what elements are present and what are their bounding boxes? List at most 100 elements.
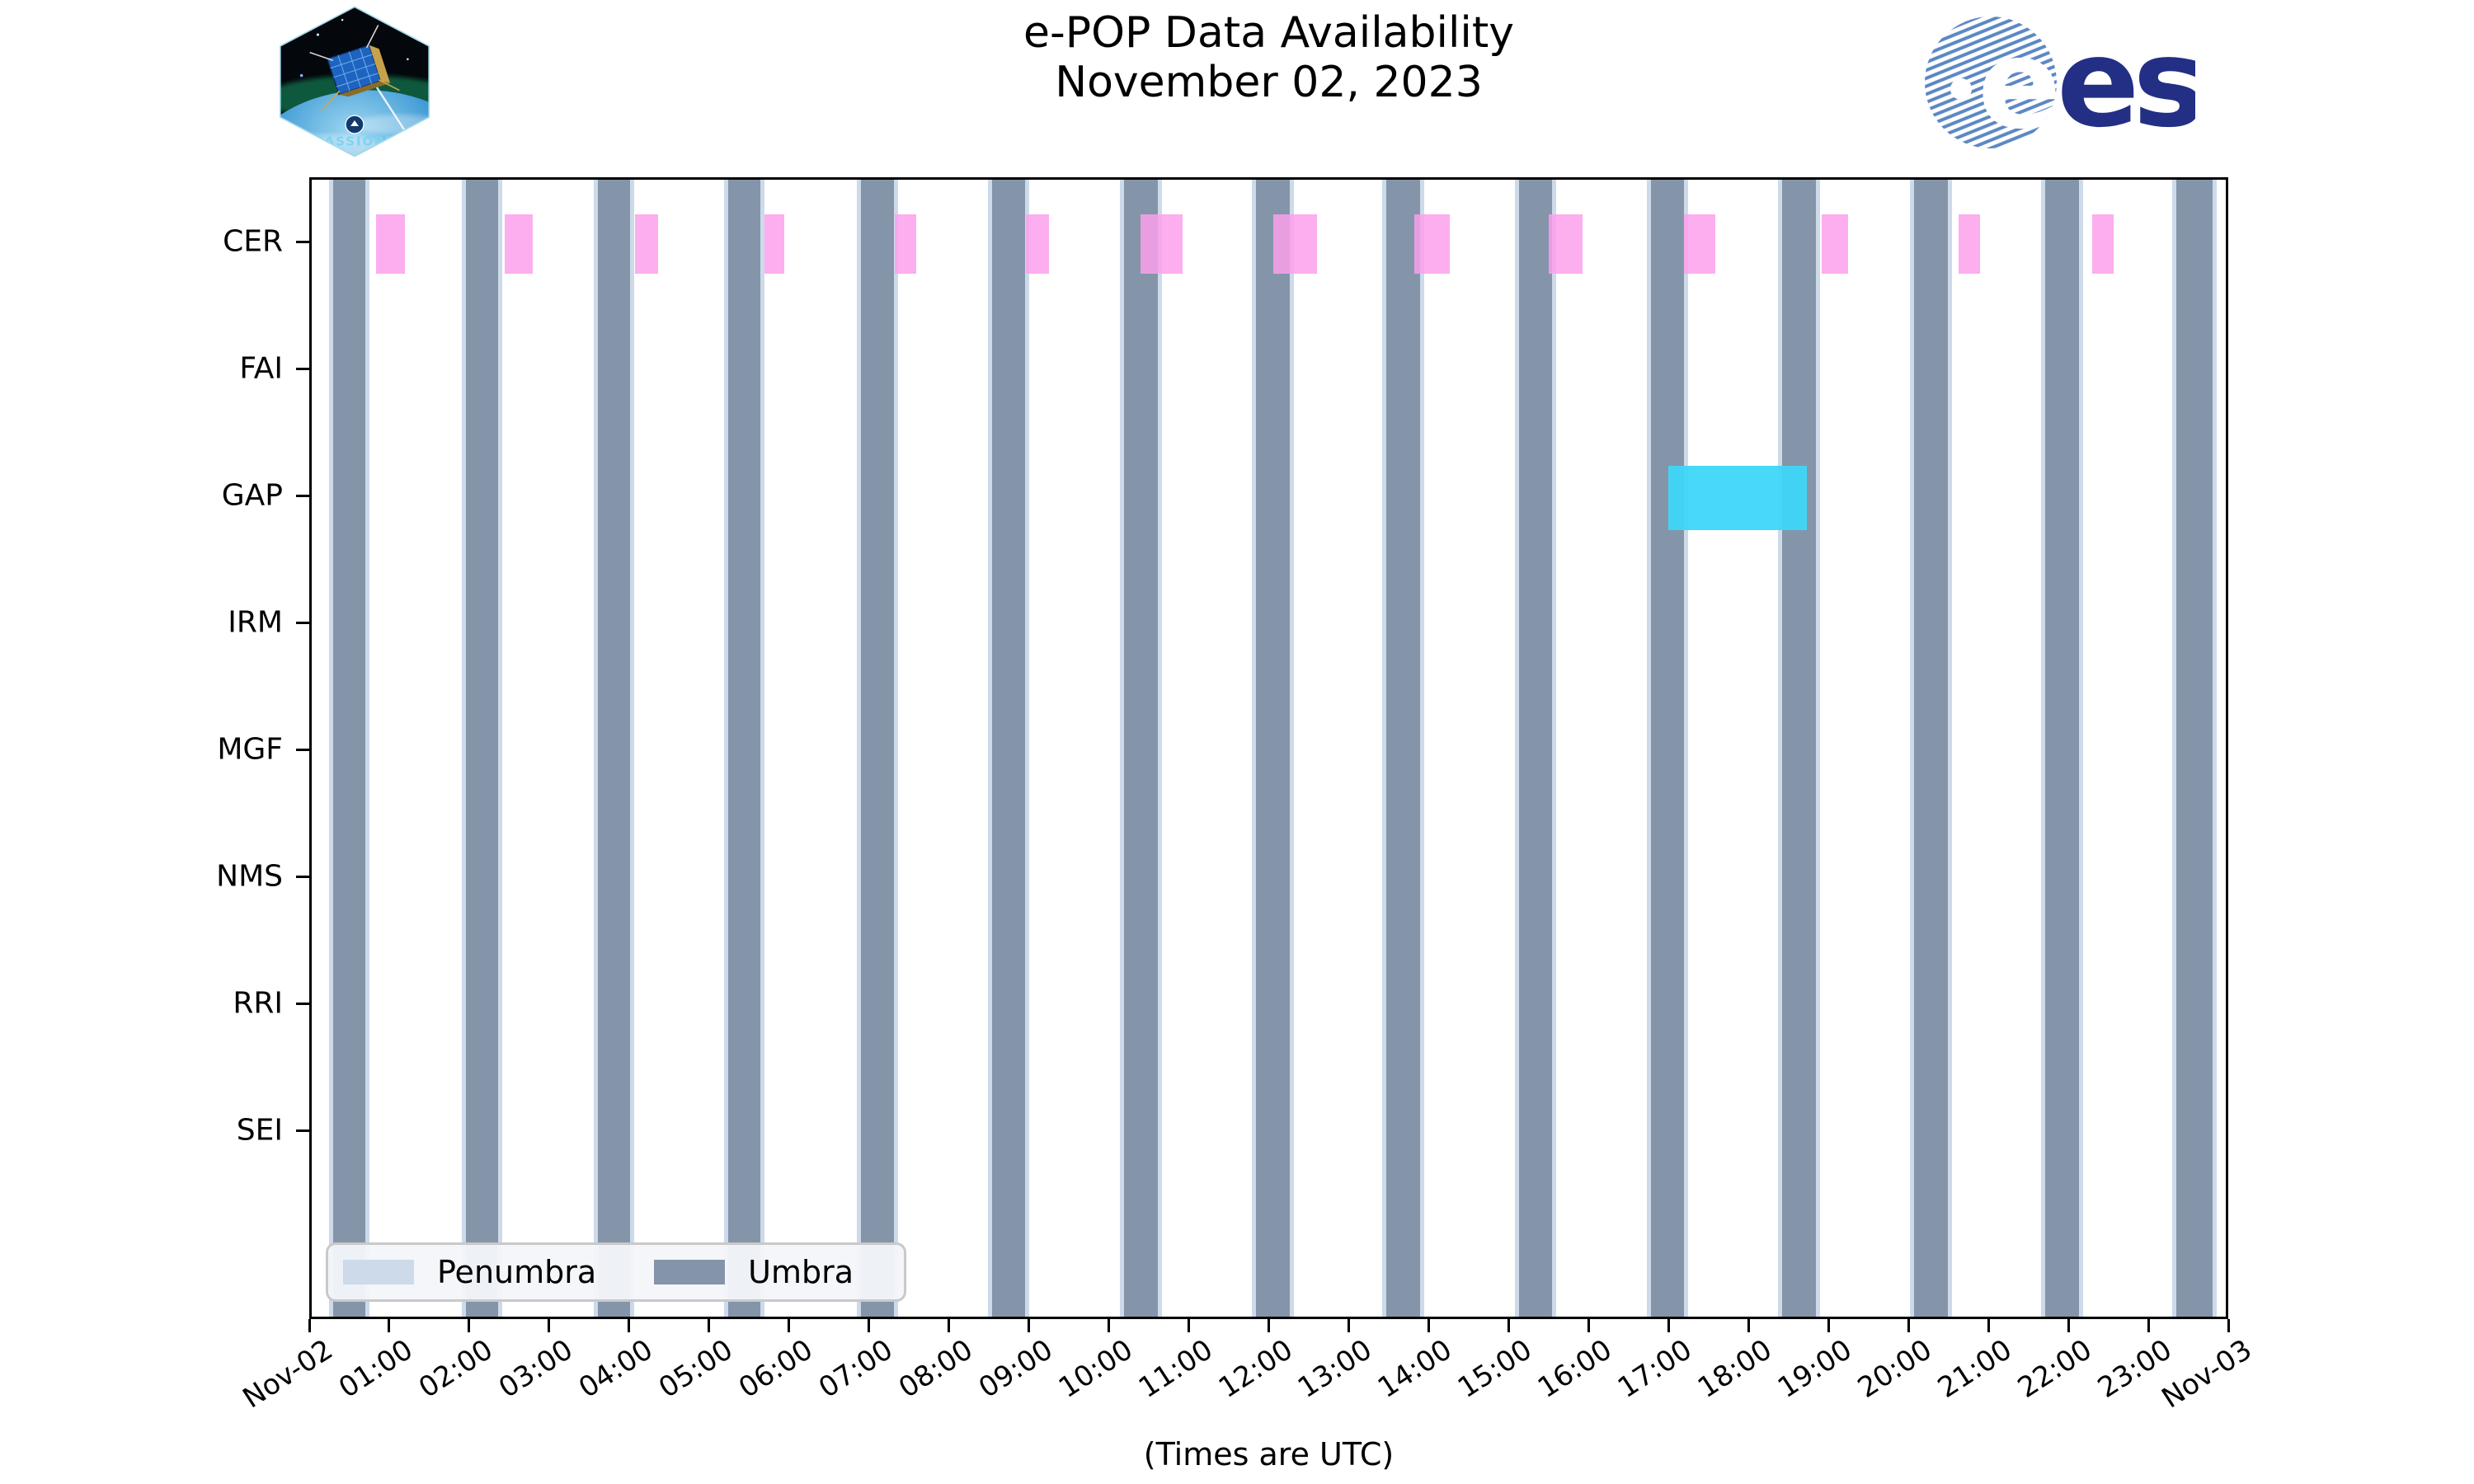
cassiope-mission-patch: CASSIOPE — [276, 2, 433, 161]
y-tick-label: MGF — [217, 732, 283, 767]
umbra-bar — [1386, 180, 1420, 1317]
x-tick-label: 17:00 — [1612, 1333, 1699, 1405]
umbra-bar — [1782, 180, 1816, 1317]
cer-data-bar — [1025, 214, 1049, 274]
gap-data-bar — [1668, 466, 1808, 530]
umbra-bar — [333, 180, 365, 1317]
patch-beam — [372, 81, 407, 134]
x-tick-label: Nov-02 — [237, 1333, 339, 1416]
umbra-bar — [1651, 180, 1684, 1317]
esa-logo: e esa — [1925, 12, 2195, 153]
x-tick-label: 03:00 — [492, 1333, 579, 1405]
x-tick — [1347, 1319, 1350, 1332]
y-tick-label: IRM — [228, 605, 283, 640]
x-tick-label: 13:00 — [1292, 1333, 1379, 1405]
cer-data-bar — [764, 214, 785, 274]
x-tick — [948, 1319, 951, 1332]
plot-area — [309, 177, 2228, 1319]
y-tick — [296, 875, 309, 878]
x-tick — [1507, 1319, 1510, 1332]
y-tick — [296, 748, 309, 751]
legend-penumbra-label: Penumbra — [437, 1254, 597, 1290]
umbra-bar — [1914, 180, 1948, 1317]
x-tick — [1268, 1319, 1270, 1332]
cer-data-bar — [1548, 214, 1583, 274]
umbra-bar — [2045, 180, 2079, 1317]
x-tick-label: 09:00 — [972, 1333, 1059, 1405]
x-tick-label: 10:00 — [1052, 1333, 1139, 1405]
cer-data-bar — [1273, 214, 1317, 274]
y-tick-label: NMS — [216, 859, 283, 894]
legend-penumbra-swatch — [343, 1260, 414, 1284]
umbra-bar — [2176, 180, 2213, 1317]
x-axis-caption: (Times are UTC) — [1143, 1436, 1395, 1472]
x-tick — [2067, 1319, 2070, 1332]
x-tick — [548, 1319, 551, 1332]
y-tick — [296, 494, 309, 497]
patch-inner-outline — [280, 6, 430, 157]
cer-data-bar — [1959, 214, 1980, 274]
y-tick-label: SEI — [236, 1113, 283, 1148]
x-tick — [388, 1319, 391, 1332]
umbra-bar — [1256, 180, 1290, 1317]
x-tick-label: 01:00 — [332, 1333, 419, 1405]
esa-globe — [1925, 16, 2057, 148]
x-tick-label: 20:00 — [1851, 1333, 1938, 1405]
esa-wordmark: esa — [2057, 12, 2195, 153]
x-tick-label: 07:00 — [812, 1333, 899, 1405]
x-tick — [708, 1319, 711, 1332]
x-tick — [1907, 1319, 1910, 1332]
x-tick — [1747, 1319, 1750, 1332]
cer-data-bar — [2227, 214, 2228, 274]
cer-data-bar — [504, 214, 533, 274]
legend-umbra-swatch — [654, 1260, 726, 1284]
x-tick-label: 05:00 — [652, 1333, 739, 1405]
x-tick — [308, 1319, 311, 1332]
cer-data-bar — [634, 214, 658, 274]
cer-data-bar — [1414, 214, 1450, 274]
esa-globe-e: e — [1978, 13, 2062, 153]
cer-data-bar — [1141, 214, 1183, 274]
y-tick — [296, 621, 309, 624]
cer-data-bar — [1683, 214, 1715, 274]
umbra-bar — [1519, 180, 1552, 1317]
umbra-bar — [598, 180, 630, 1317]
x-tick-label: 16:00 — [1532, 1333, 1619, 1405]
chart-title-block: e-POP Data Availability November 02, 202… — [309, 8, 2228, 107]
x-tick — [1667, 1319, 1670, 1332]
umbra-bar — [861, 180, 894, 1317]
x-tick — [1188, 1319, 1191, 1332]
x-tick — [1587, 1319, 1590, 1332]
x-tick — [1028, 1319, 1031, 1332]
x-tick-label: Nov-03 — [2156, 1333, 2258, 1416]
y-tick — [296, 367, 309, 370]
x-tick-label: 06:00 — [732, 1333, 819, 1405]
chart-title: e-POP Data Availability — [1023, 8, 1515, 58]
x-tick-label: 22:00 — [2011, 1333, 2098, 1405]
x-tick-label: 02:00 — [412, 1333, 499, 1405]
x-tick-label: 21:00 — [1931, 1333, 2018, 1405]
y-tick-label: CER — [223, 224, 283, 259]
y-tick-label: FAI — [239, 351, 283, 386]
legend-umbra-label: Umbra — [748, 1254, 854, 1290]
y-tick — [296, 1129, 309, 1132]
x-tick-label: 12:00 — [1212, 1333, 1299, 1405]
x-tick-label: 14:00 — [1372, 1333, 1459, 1405]
x-tick-label: 15:00 — [1452, 1333, 1539, 1405]
x-tick-label: 19:00 — [1772, 1333, 1859, 1405]
x-tick-label: 04:00 — [572, 1333, 659, 1405]
x-tick — [1987, 1319, 1990, 1332]
patch-satellite — [309, 25, 400, 111]
x-tick — [628, 1319, 631, 1332]
x-tick — [2227, 1319, 2230, 1332]
chart-subtitle: November 02, 2023 — [1055, 58, 1483, 107]
x-tick-label: 08:00 — [892, 1333, 979, 1405]
y-tick — [296, 240, 309, 243]
umbra-bar — [466, 180, 498, 1317]
x-tick — [2147, 1319, 2150, 1332]
x-tick — [1108, 1319, 1111, 1332]
x-tick — [788, 1319, 791, 1332]
y-tick — [296, 1002, 309, 1005]
esa-globe-dot — [1950, 78, 1972, 100]
x-tick — [1427, 1319, 1430, 1332]
